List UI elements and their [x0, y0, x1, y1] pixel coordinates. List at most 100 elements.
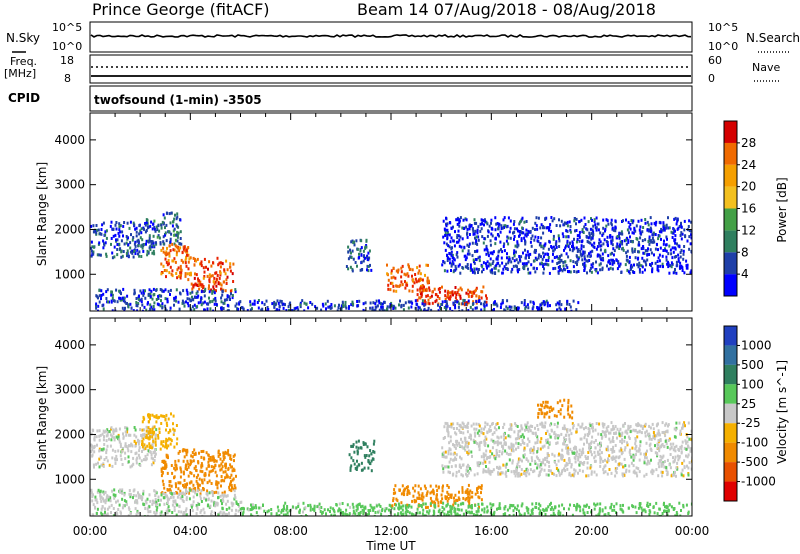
data-cell	[466, 469, 469, 473]
data-cell	[485, 296, 488, 300]
data-cell	[412, 513, 415, 516]
data-cell	[618, 434, 621, 438]
data-cell	[119, 230, 122, 234]
data-cell	[618, 449, 621, 453]
data-cell	[160, 442, 163, 446]
data-cell	[173, 466, 176, 470]
data-cell	[575, 427, 578, 431]
data-cell	[364, 442, 367, 446]
data-cell	[469, 489, 472, 493]
data-cell	[152, 461, 155, 465]
data-cell	[598, 452, 601, 456]
data-cell	[177, 487, 180, 491]
data-cell	[92, 224, 95, 228]
data-cell	[233, 493, 236, 497]
data-cell	[163, 486, 166, 490]
data-cell	[645, 462, 648, 466]
data-cell	[95, 224, 98, 227]
data-cell	[384, 509, 387, 513]
data-cell	[157, 434, 160, 437]
data-cell	[461, 486, 464, 490]
data-cell	[557, 512, 560, 516]
data-cell	[468, 436, 471, 439]
data-cell	[650, 470, 653, 474]
data-cell	[214, 464, 217, 467]
data-cell	[146, 453, 149, 457]
data-cell	[404, 301, 407, 305]
data-cell	[452, 225, 454, 229]
data-cell	[168, 212, 171, 216]
data-cell	[579, 250, 582, 253]
data-cell	[126, 221, 129, 225]
data-cell	[625, 238, 627, 242]
data-cell	[518, 230, 521, 233]
data-cell	[626, 443, 629, 447]
data-cell	[430, 294, 433, 298]
data-cell	[208, 284, 210, 288]
data-cell	[208, 470, 211, 474]
data-cell	[183, 455, 186, 459]
data-cell	[516, 462, 519, 466]
data-cell	[457, 234, 460, 238]
data-cell	[170, 412, 172, 416]
data-cell	[195, 259, 198, 263]
data-cell	[621, 232, 624, 236]
data-cell	[477, 422, 480, 426]
data-cell	[614, 444, 617, 447]
data-cell	[668, 503, 671, 507]
data-cell	[491, 446, 494, 450]
data-cell	[184, 249, 187, 253]
data-cell	[499, 472, 502, 476]
data-cell	[464, 498, 467, 502]
data-cell	[471, 241, 474, 245]
data-cell	[683, 228, 686, 232]
data-cell	[176, 503, 179, 507]
freq-unit: [MHz]	[4, 67, 36, 80]
data-cell	[466, 263, 469, 266]
data-cell	[150, 305, 153, 309]
data-cell	[641, 509, 644, 513]
data-cell	[114, 493, 117, 497]
data-cell	[311, 302, 314, 306]
data-cell	[140, 496, 143, 500]
data-cell	[681, 269, 684, 272]
data-cell	[237, 509, 240, 513]
data-cell	[608, 454, 611, 458]
data-cell	[95, 304, 97, 308]
data-cell	[355, 445, 358, 449]
data-cell	[484, 219, 487, 223]
data-cell	[537, 256, 540, 260]
data-cell	[106, 444, 109, 448]
data-cell	[153, 252, 156, 256]
data-cell	[115, 227, 118, 231]
data-cell	[523, 236, 526, 240]
data-cell	[521, 226, 524, 230]
data-cell	[477, 507, 480, 511]
data-cell	[170, 439, 173, 443]
data-cell	[233, 459, 235, 463]
data-cell	[175, 272, 178, 275]
data-cell	[226, 494, 229, 498]
data-cell	[665, 235, 668, 239]
data-cell	[534, 441, 537, 445]
data-cell	[509, 435, 512, 439]
data-cell	[489, 449, 492, 453]
data-cell	[146, 432, 149, 436]
data-cell	[595, 514, 598, 516]
data-cell	[329, 306, 332, 310]
data-cell	[126, 446, 129, 450]
data-cell	[577, 248, 580, 252]
data-cell	[512, 222, 515, 226]
data-cell	[149, 450, 151, 454]
colorbar-segment	[724, 274, 737, 296]
data-cell	[256, 514, 259, 516]
data-cell	[452, 427, 455, 430]
data-cell	[580, 254, 583, 258]
data-cell	[482, 285, 485, 289]
data-cell	[501, 301, 504, 305]
data-cell	[208, 278, 211, 282]
data-cell	[250, 503, 252, 507]
data-cell	[175, 513, 178, 516]
data-cell	[662, 221, 665, 225]
data-cell	[200, 260, 203, 264]
